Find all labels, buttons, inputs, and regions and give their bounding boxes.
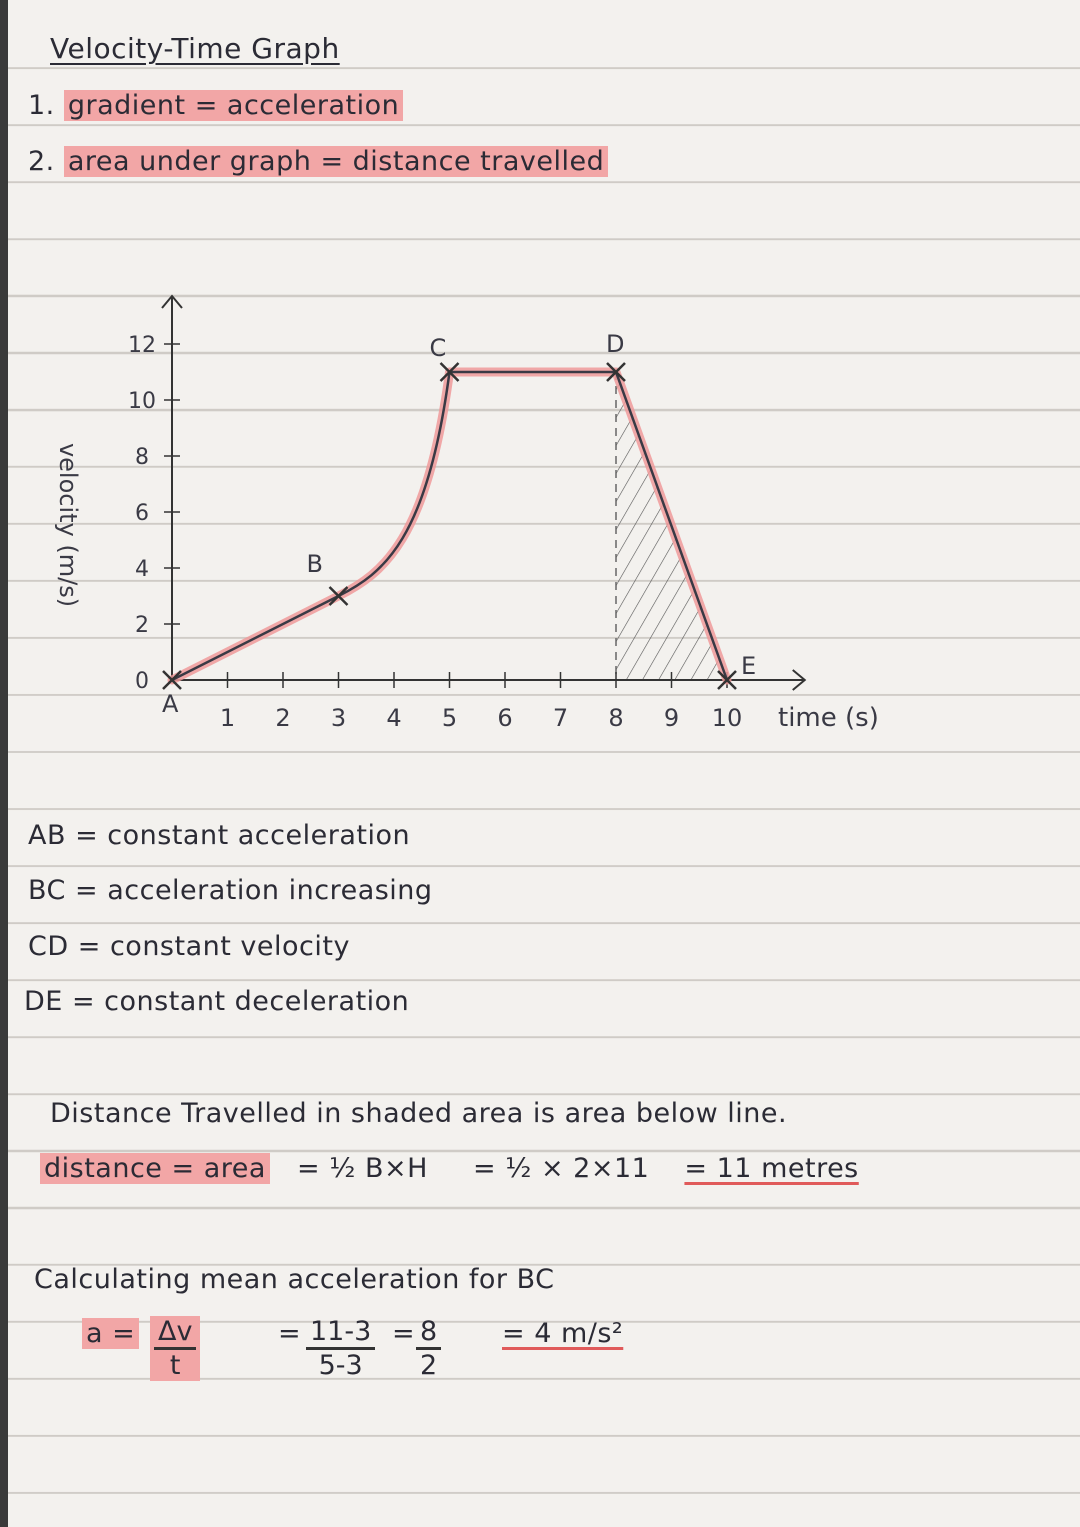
point-label: E xyxy=(741,652,756,680)
dv: Δv xyxy=(154,1316,197,1350)
page-title: Velocity-Time Graph xyxy=(50,32,340,65)
x-tick-label: 2 xyxy=(275,704,290,732)
rule-2: 2. area under graph = distance travelled xyxy=(28,146,609,177)
distance-label: distance = area xyxy=(40,1153,270,1184)
frac-1-den: 5-3 xyxy=(318,1350,363,1381)
frac-2: 8 2 xyxy=(416,1316,442,1381)
x-tick-label: 5 xyxy=(442,704,457,732)
point-marker xyxy=(439,362,460,382)
x-axis-arrow xyxy=(792,669,807,691)
point-marker xyxy=(162,670,182,690)
x-tick-label: 4 xyxy=(386,704,401,732)
x-tick-label: 7 xyxy=(553,704,568,732)
rule-2-term: area under graph = distance travelled xyxy=(63,146,609,177)
frac-1: 11-3 5-3 xyxy=(306,1316,376,1381)
point-label: B xyxy=(307,550,323,578)
x-axis-label: time (s) xyxy=(778,703,879,733)
x-tick-label: 1 xyxy=(220,704,235,732)
y-tick-label: 8 xyxy=(135,445,149,470)
y-tick-label: 6 xyxy=(135,501,149,526)
rule-1-term: gradient = acceleration xyxy=(63,90,404,121)
y-tick-label: 0 xyxy=(135,669,149,694)
desc-cd: CD = constant velocity xyxy=(28,931,350,962)
desc-de: DE = constant deceleration xyxy=(24,986,410,1017)
mean-acc-heading: Calculating mean acceleration for BC xyxy=(34,1264,555,1295)
rule-1-number: 1. xyxy=(28,90,55,121)
dv-over-t: Δv t xyxy=(150,1316,201,1381)
point-label: D xyxy=(606,330,624,358)
a-label: a = xyxy=(82,1318,140,1349)
frac-2-num: 8 xyxy=(416,1316,442,1350)
eq1: = xyxy=(278,1318,302,1349)
distance-statement: Distance Travelled in shaded area is are… xyxy=(50,1098,788,1129)
t: t xyxy=(169,1350,181,1381)
desc-bc: BC = acceleration increasing xyxy=(28,875,433,906)
x-tick-label: 6 xyxy=(497,704,512,732)
point-marker xyxy=(717,670,737,690)
y-tick-label: 4 xyxy=(135,557,149,582)
page-edge xyxy=(0,0,8,1527)
point-marker xyxy=(606,362,626,382)
frac-1-num: 11-3 xyxy=(306,1316,376,1350)
x-tick-label: 3 xyxy=(331,704,346,732)
rule-1: 1. gradient = acceleration xyxy=(28,90,404,121)
mean-acc-result: = 4 m/s² xyxy=(502,1318,624,1349)
frac-2-den: 2 xyxy=(420,1350,438,1381)
distance-formula: = ½ B×H xyxy=(297,1153,428,1184)
eq2: = xyxy=(392,1318,416,1349)
y-tick-label: 12 xyxy=(128,333,156,358)
series-line xyxy=(171,370,729,682)
rule-2-number: 2. xyxy=(28,146,55,177)
y-tick-label: 10 xyxy=(128,389,156,414)
desc-ab: AB = constant acceleration xyxy=(28,820,411,851)
y-axis-arrow xyxy=(161,294,183,309)
x-tick-label: 8 xyxy=(608,704,623,732)
distance-line: distance = area = ½ B×H = ½ × 2×11 = 11 … xyxy=(40,1153,859,1184)
point-label: A xyxy=(162,690,179,718)
x-tick-label: 10 xyxy=(712,704,743,732)
point-label: C xyxy=(430,334,447,362)
point-marker xyxy=(328,586,349,606)
y-tick-label: 2 xyxy=(135,613,149,638)
distance-calc: = ½ × 2×11 xyxy=(473,1153,650,1184)
distance-result: = 11 metres xyxy=(684,1153,859,1184)
y-axis-label: velocity (m/s) xyxy=(54,443,82,607)
x-tick-label: 9 xyxy=(664,704,679,732)
